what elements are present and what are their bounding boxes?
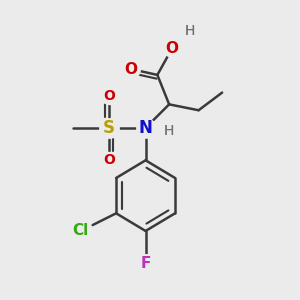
Text: O: O <box>103 153 115 167</box>
Text: Cl: Cl <box>73 224 89 238</box>
Text: H: H <box>184 24 195 38</box>
Text: O: O <box>166 41 178 56</box>
Text: H: H <box>164 124 174 138</box>
Text: H: H <box>184 24 195 38</box>
Text: O: O <box>103 88 115 103</box>
Text: F: F <box>140 256 151 271</box>
Text: O: O <box>124 61 137 76</box>
Text: N: N <box>139 119 152 137</box>
Text: S: S <box>103 119 115 137</box>
Text: H: H <box>164 124 174 138</box>
